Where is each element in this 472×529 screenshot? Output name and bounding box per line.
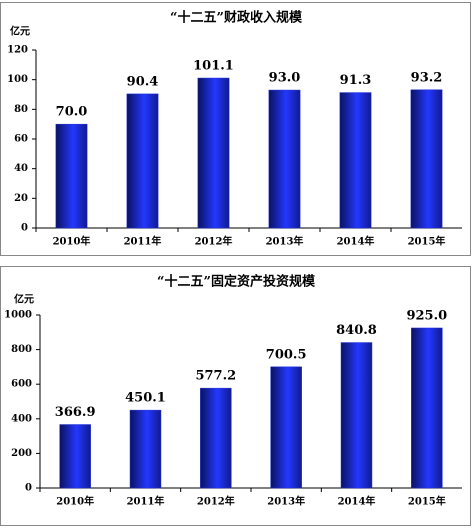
x-tick-label: 2012年 bbox=[197, 495, 235, 508]
bar bbox=[268, 89, 301, 229]
bar bbox=[197, 77, 230, 229]
value-label: 101.1 bbox=[193, 59, 234, 74]
x-tick-label: 2011年 bbox=[124, 235, 162, 248]
bar bbox=[59, 424, 91, 489]
value-label: 700.5 bbox=[266, 347, 307, 362]
x-tick-label: 2012年 bbox=[195, 235, 233, 248]
bar bbox=[55, 123, 88, 229]
value-label: 93.0 bbox=[269, 71, 301, 86]
bar bbox=[339, 92, 372, 229]
y-tick-label: 1000 bbox=[4, 310, 32, 321]
x-tick-label: 2015年 bbox=[408, 495, 446, 508]
y-tick-label: 400 bbox=[11, 413, 32, 424]
y-tick-label: 20 bbox=[14, 193, 28, 204]
bar bbox=[129, 409, 162, 489]
value-label: 93.2 bbox=[411, 70, 443, 85]
bar bbox=[410, 89, 443, 229]
value-label: 450.1 bbox=[125, 391, 166, 406]
x-tick-label: 2013年 bbox=[267, 495, 305, 508]
y-tick-label: 800 bbox=[11, 344, 32, 355]
value-label: 91.3 bbox=[340, 73, 372, 88]
value-label: 840.8 bbox=[336, 323, 377, 338]
bar bbox=[411, 327, 443, 489]
chart-title: “十二五”固定资产投资规模 bbox=[157, 274, 316, 290]
bar bbox=[340, 342, 373, 489]
unit-label: 亿元 bbox=[10, 25, 30, 38]
value-label: 90.4 bbox=[127, 74, 159, 89]
chart-title: “十二五”财政收入规模 bbox=[170, 10, 303, 26]
bar bbox=[200, 387, 232, 489]
value-label: 70.0 bbox=[56, 105, 88, 120]
bar bbox=[270, 366, 302, 489]
y-tick-label: 200 bbox=[11, 448, 32, 459]
y-tick-label: 600 bbox=[11, 379, 32, 390]
value-label: 577.2 bbox=[195, 369, 236, 384]
unit-label: 亿元 bbox=[14, 293, 34, 306]
y-tick-label: 120 bbox=[7, 45, 28, 56]
y-tick-label: 100 bbox=[7, 74, 28, 85]
value-label: 925.0 bbox=[406, 308, 447, 323]
value-label: 366.9 bbox=[55, 405, 96, 420]
bar bbox=[126, 93, 159, 229]
y-tick-label: 40 bbox=[14, 163, 28, 174]
x-tick-label: 2010年 bbox=[56, 495, 94, 508]
y-tick-label: 60 bbox=[14, 134, 28, 145]
x-tick-label: 2010年 bbox=[53, 235, 91, 248]
x-tick-label: 2011年 bbox=[127, 495, 165, 508]
x-tick-label: 2013年 bbox=[266, 235, 304, 248]
x-tick-label: 2014年 bbox=[337, 235, 375, 248]
y-tick-label: 80 bbox=[14, 104, 28, 115]
x-tick-label: 2014年 bbox=[338, 495, 376, 508]
y-tick-label: 0 bbox=[21, 223, 28, 234]
x-tick-label: 2015年 bbox=[408, 235, 446, 248]
y-tick-label: 0 bbox=[25, 483, 32, 494]
